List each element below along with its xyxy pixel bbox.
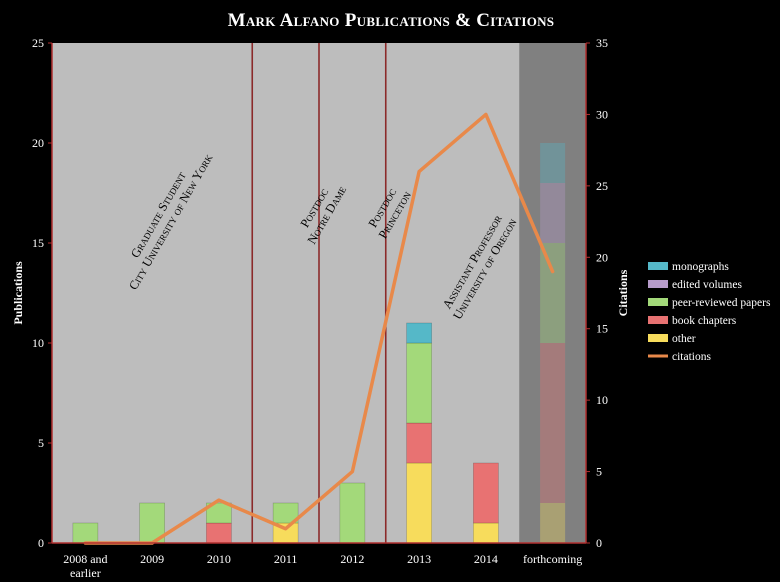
x-tick-label-line: earlier [70, 566, 101, 580]
bar-2013-other [406, 462, 432, 544]
legend-swatch-peer-reviewed-papers [648, 298, 668, 306]
bar-2014-other [473, 522, 499, 544]
y-axis-title: Publications [11, 261, 25, 325]
bar-forthcoming-book-chapters [540, 343, 566, 503]
bar-2011-peer-reviewed-papers [272, 502, 299, 524]
y-tick-label: 20 [32, 136, 44, 150]
x-tick-label-line: 2012 [340, 552, 364, 566]
y2-tick-label: 15 [596, 322, 608, 336]
y2-tick-label: 5 [596, 465, 602, 479]
bar-2013-book-chapters [406, 422, 432, 464]
y-tick-label: 5 [38, 436, 44, 450]
bar-forthcoming-peer-reviewed-papers [540, 243, 566, 343]
period-dividers [251, 43, 387, 543]
bar-forthcoming-monographs [540, 143, 566, 183]
legend-swatch-other [648, 334, 668, 342]
x-tick-label-line: 2008 and [63, 552, 107, 566]
x-tick-label: 2008 and earlier [63, 552, 107, 580]
legend-swatch-book-chapters [648, 316, 668, 324]
legend-swatch-monographs [648, 262, 668, 270]
y2-tick-label: 0 [596, 536, 602, 550]
bar-2012-peer-reviewed-papers [339, 482, 366, 544]
x-tick-label: 2009 [140, 552, 164, 566]
legend-label-edited-volumes: edited volumes [672, 279, 742, 291]
bar-2008-and-earlier-peer-reviewed-papers [72, 522, 99, 544]
legend-label-citations: citations [672, 351, 711, 363]
forthcoming-region [519, 43, 586, 543]
x-tick-label: 2010 [207, 552, 231, 566]
x-tick-label: 2012 [340, 552, 364, 566]
citations-line [83, 112, 555, 545]
y2-tick-label: 20 [596, 250, 608, 264]
chart-title: Mark Alfano Publications & Citations [228, 10, 555, 31]
x-tick-label-line: 2009 [140, 552, 164, 566]
x-tick-label-line: 2011 [274, 552, 298, 566]
forthcoming-shade [519, 43, 586, 543]
x-tick-label-line: 2013 [407, 552, 431, 566]
y2-tick-label: 10 [596, 393, 608, 407]
bar-2010-peer-reviewed-papers [206, 502, 232, 524]
legend-label-monographs: monographs [672, 261, 729, 273]
bar-2013-peer-reviewed-papers [406, 342, 432, 424]
x-tick-label: 2011 [274, 552, 298, 566]
x-tick-label-line: forthcoming [523, 552, 582, 566]
legend-label-other: other [672, 333, 696, 345]
x-tick-label: forthcoming [523, 552, 582, 566]
y-tick-label: 10 [32, 336, 44, 350]
x-tick-label: 2014 [474, 552, 498, 566]
x-tick-label: 2013 [407, 552, 431, 566]
bar-2010-book-chapters [206, 522, 232, 544]
y2-axis-title: Citations [616, 269, 630, 316]
y-tick-label: 0 [38, 536, 44, 550]
y2-tick-label: 25 [596, 179, 608, 193]
axes [48, 42, 590, 544]
x-tick-label-line: 2010 [207, 552, 231, 566]
citations-line-group [83, 112, 555, 545]
y2-tick-label: 35 [596, 36, 608, 50]
y-tick-label: 25 [32, 36, 44, 50]
bar-forthcoming-other [540, 503, 566, 543]
x-tick-label-line: 2014 [474, 552, 498, 566]
legend: monographs edited volumes peer-reviewed pa… [648, 261, 771, 363]
y-tick-label: 15 [32, 236, 44, 250]
legend-swatch-edited-volumes [648, 280, 668, 288]
bar-forthcoming-edited-volumes [540, 183, 566, 243]
bar-2013-monographs [406, 322, 432, 344]
y2-tick-label: 30 [596, 107, 608, 121]
legend-label-book-chapters: book chapters [672, 315, 737, 327]
bar-2014-book-chapters [473, 462, 499, 524]
legend-label-peer-reviewed-papers: peer-reviewed papers [672, 297, 771, 309]
bars [72, 143, 566, 544]
